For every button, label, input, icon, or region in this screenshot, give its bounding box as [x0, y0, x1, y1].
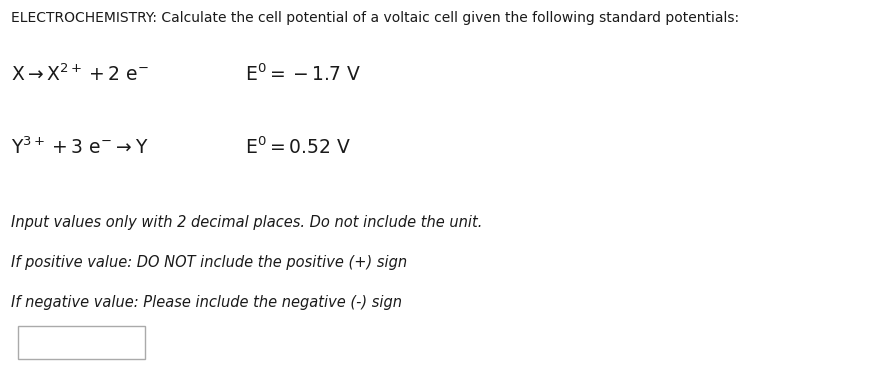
Text: If positive value: DO NOT include the positive (+) sign: If positive value: DO NOT include the po… [11, 255, 407, 270]
Text: ELECTROCHEMISTRY: Calculate the cell potential of a voltaic cell given the follo: ELECTROCHEMISTRY: Calculate the cell pot… [11, 11, 739, 25]
FancyBboxPatch shape [18, 326, 145, 359]
Text: $\mathregular{E^{0} = -1.7\ V}$: $\mathregular{E^{0} = -1.7\ V}$ [245, 63, 361, 85]
Text: Input values only with 2 decimal places. Do not include the unit.: Input values only with 2 decimal places.… [11, 215, 483, 230]
Text: $\mathregular{Y^{3+} + 3\ e^{-} \rightarrow Y}$: $\mathregular{Y^{3+} + 3\ e^{-} \rightar… [11, 136, 149, 158]
Text: $\mathregular{X \rightarrow X^{2+} + 2\ e^{-}}$: $\mathregular{X \rightarrow X^{2+} + 2\ … [11, 63, 150, 85]
Text: If negative value: Please include the negative (-) sign: If negative value: Please include the ne… [11, 295, 402, 310]
Text: $\mathregular{E^{0} = 0.52\ V}$: $\mathregular{E^{0} = 0.52\ V}$ [245, 136, 352, 158]
